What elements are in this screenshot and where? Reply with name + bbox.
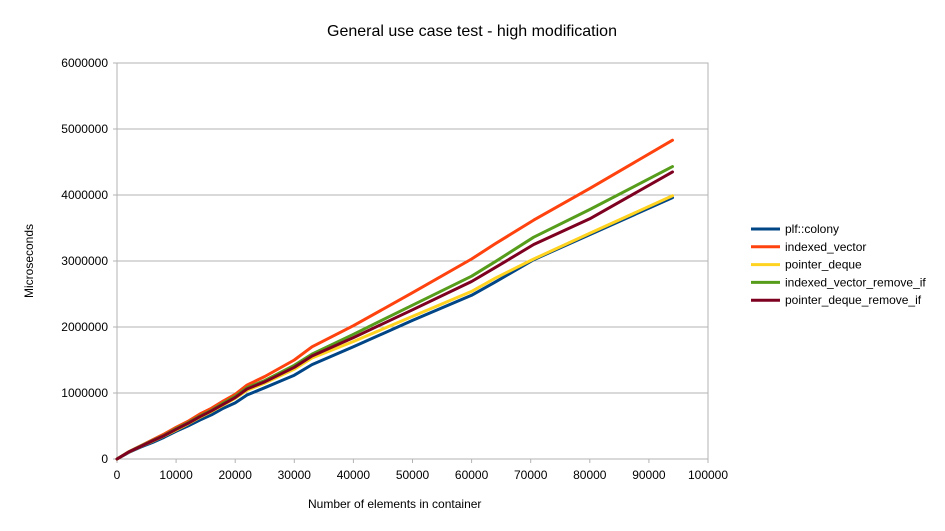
legend-label-plf-colony: plf::colony [785,222,839,236]
x-axis-title: Number of elements in container [308,497,481,511]
y-tick-labels: 0 1000000 2000000 3000000 4000000 5000000 6000… [61,56,108,466]
y-tick-label: 6000000 [61,56,108,70]
x-tick-label: 20000 [219,468,253,482]
y-axis-title: Microseconds [22,224,36,298]
x-tick-label: 60000 [455,468,489,482]
x-tick-label: 80000 [573,468,607,482]
x-tick-label: 50000 [396,468,430,482]
gridlines [113,62,709,463]
x-tick-label: 30000 [278,468,312,482]
legend: plf::colonyindexed_vectorpointer_dequein… [751,222,926,307]
legend-label-pointer-deque: pointer_deque [785,258,862,272]
x-tick-label: 70000 [514,468,548,482]
legend-label-pointer-deque-remove-if: pointer_deque_remove_if [785,293,922,307]
x-tick-label: 100000 [688,468,728,482]
plot-area [116,62,709,460]
y-tick-label: 4000000 [61,188,108,202]
y-tick-label: 3000000 [61,254,108,268]
x-tick-label: 10000 [159,468,193,482]
x-tick-label: 90000 [632,468,666,482]
y-tick-label: 1000000 [61,386,108,400]
y-tick-label: 0 [101,452,108,466]
x-tick-labels: 0 10000 20000 30000 40000 50000 60000 70000 8000… [114,468,729,482]
series-line-indexed-vector [115,138,674,461]
y-tick-label: 2000000 [61,320,108,334]
y-tick-label: 5000000 [61,122,108,136]
series-line-pointer-deque-remove-if [115,170,674,461]
legend-label-indexed-vector-remove-if: indexed_vector_remove_if [785,275,926,289]
series-line-plf-colony [115,196,674,461]
x-tick-label: 40000 [337,468,371,482]
series-lines [115,138,674,461]
x-tick-label: 0 [114,468,121,482]
legend-label-indexed-vector: indexed_vector [785,240,866,254]
chart-title: General use case test - high modificatio… [327,23,617,40]
